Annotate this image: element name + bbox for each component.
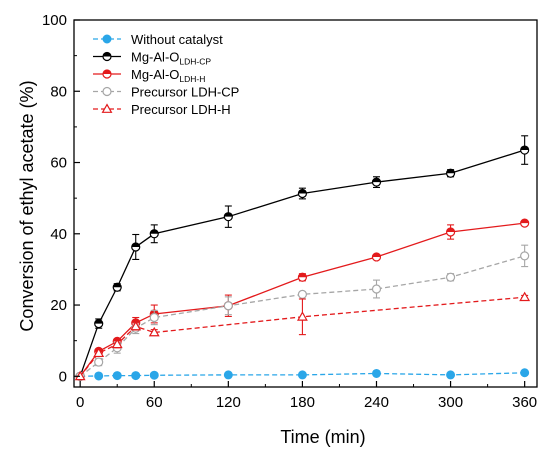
data-point [297, 188, 308, 199]
data-point [520, 251, 530, 261]
legend-item: Precursor LDH-CP [93, 85, 239, 100]
legend-label: Mg-Al-OLDH-H [131, 67, 205, 84]
data-point [445, 168, 456, 178]
data-point [445, 272, 456, 282]
x-tick-label: 240 [364, 394, 389, 411]
y-tick-label: 60 [50, 155, 67, 172]
data-point [446, 370, 456, 380]
x-tick-label: 60 [146, 394, 163, 411]
data-point [94, 371, 104, 381]
data-point [223, 370, 233, 380]
data-point [297, 370, 307, 380]
series [74, 291, 531, 381]
data-point [111, 338, 123, 349]
x-tick-label: 180 [290, 394, 315, 411]
series [75, 368, 530, 381]
data-point [223, 212, 233, 222]
series-line [79, 149, 525, 377]
data-point [371, 284, 382, 294]
data-point [131, 371, 141, 381]
legend-item: Mg-Al-OLDH-H [93, 67, 205, 84]
y-tick-label: 0 [59, 368, 67, 385]
legend-label: Mg-Al-OLDH-CP [131, 50, 211, 67]
data-point [112, 282, 122, 292]
y-tick-label: 80 [50, 83, 67, 100]
x-axis-label: Time (min) [280, 427, 365, 447]
x-tick-label: 360 [512, 394, 537, 411]
data-point [371, 177, 382, 187]
data-point [297, 289, 308, 299]
data-point [296, 311, 308, 321]
data-point [130, 320, 142, 331]
y-axis-label: Conversion of ethyl acetate (%) [17, 80, 37, 331]
data-point [102, 51, 112, 62]
data-point [371, 252, 382, 262]
data-point [112, 371, 122, 381]
x-tick-label: 300 [438, 394, 463, 411]
y-tick-label: 40 [50, 226, 67, 243]
plot-area-frame [73, 19, 538, 388]
data-point [101, 103, 113, 113]
legend-label: Without catalyst [131, 32, 223, 47]
data-point [149, 370, 159, 380]
legend-label: Precursor LDH-H [131, 102, 231, 117]
data-point [520, 368, 530, 378]
data-point [93, 347, 105, 358]
series-line [79, 222, 525, 377]
x-tick-label: 120 [216, 394, 241, 411]
data-point [102, 69, 112, 79]
data-point [102, 86, 112, 97]
data-point [102, 34, 112, 44]
data-point [445, 227, 456, 237]
data-point [94, 357, 104, 367]
legend-label: Precursor LDH-CP [131, 85, 239, 100]
series-line [79, 255, 525, 377]
legend-item: Mg-Al-OLDH-CP [93, 50, 211, 67]
data-point [148, 326, 160, 337]
data-point [519, 291, 531, 302]
data-point [520, 145, 530, 155]
data-point [297, 272, 308, 282]
data-point [520, 218, 530, 228]
data-point [371, 368, 381, 378]
data-point [223, 301, 233, 311]
y-tick-label: 20 [50, 297, 67, 314]
series [75, 135, 530, 381]
data-point [131, 242, 141, 252]
legend-item: Without catalyst [93, 32, 223, 47]
y-tick-label: 100 [42, 12, 67, 29]
data-point [94, 318, 104, 329]
x-tick-label: 0 [76, 394, 84, 411]
series-line [80, 372, 525, 377]
legend-item: Precursor LDH-H [93, 102, 231, 117]
data-point [149, 312, 159, 323]
data-point [149, 229, 159, 239]
